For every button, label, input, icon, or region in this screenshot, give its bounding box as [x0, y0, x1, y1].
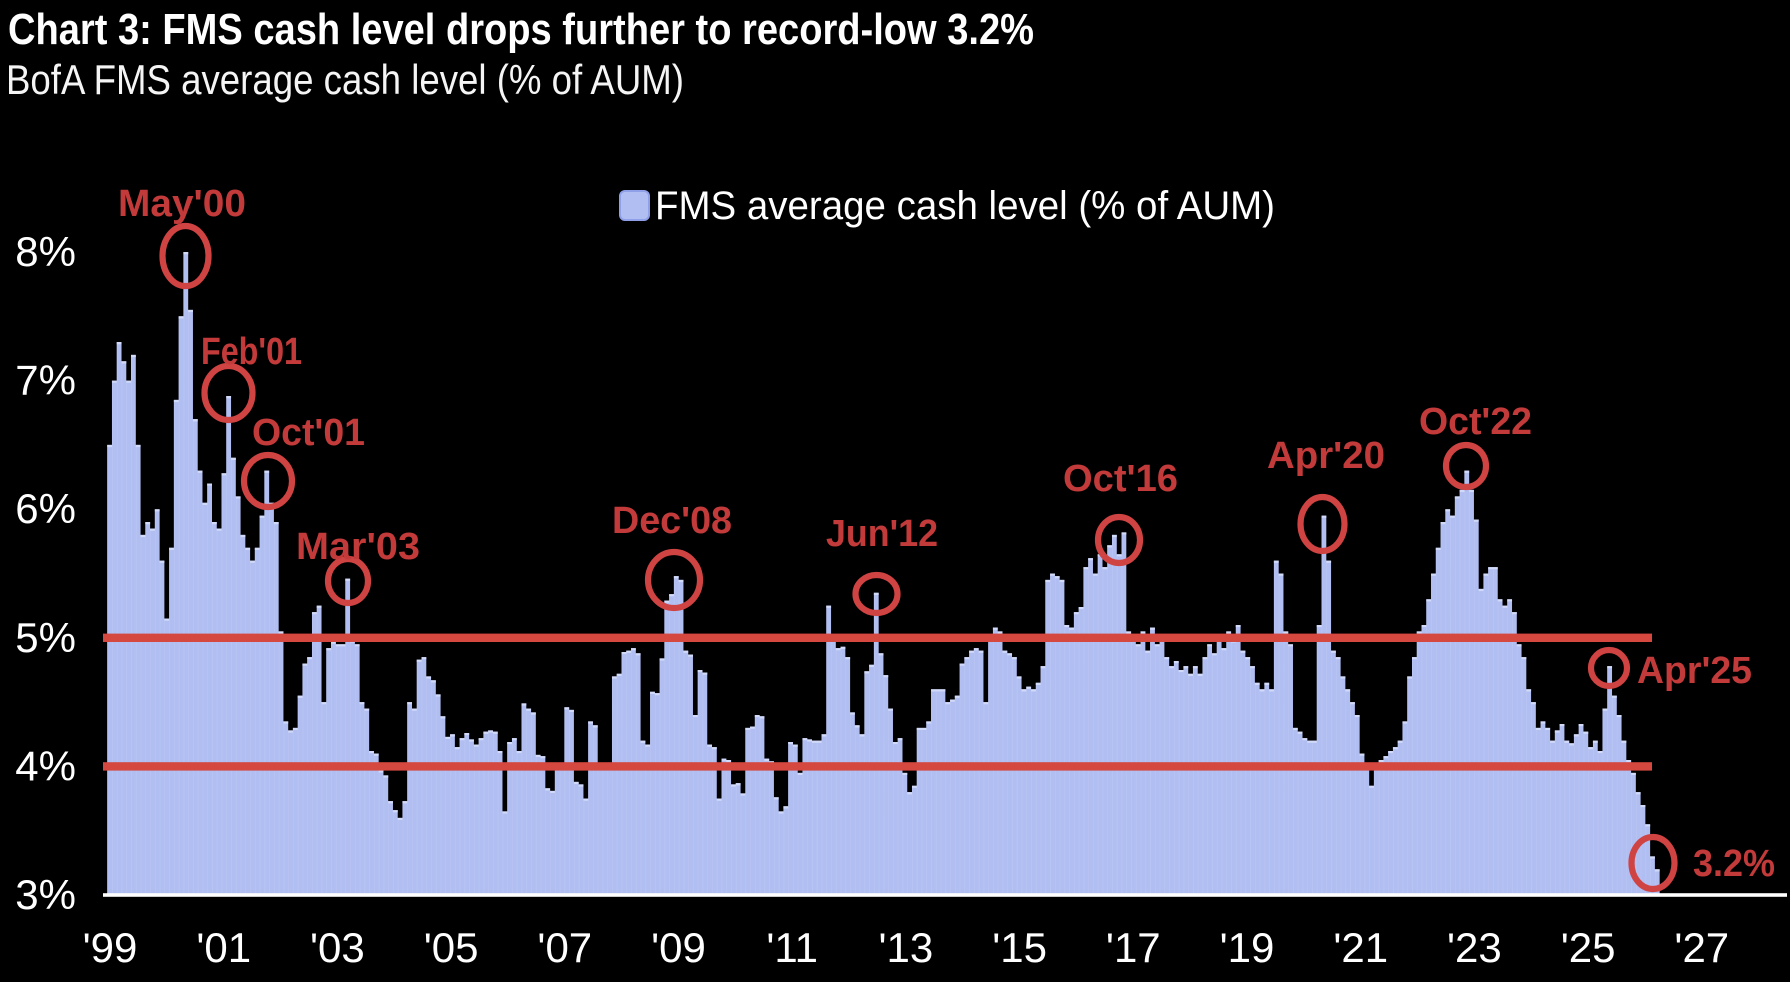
svg-text:Apr'25: Apr'25: [1637, 650, 1752, 692]
svg-text:Feb'01: Feb'01: [201, 331, 302, 373]
svg-text:7%: 7%: [15, 357, 76, 404]
svg-text:Oct'16: Oct'16: [1063, 458, 1178, 500]
svg-text:Oct'01: Oct'01: [252, 412, 365, 454]
svg-text:Chart 3: FMS cash level drops: Chart 3: FMS cash level drops further to…: [8, 5, 1034, 54]
svg-text:'23: '23: [1447, 924, 1502, 971]
svg-text:'25: '25: [1561, 924, 1616, 971]
svg-text:'17: '17: [1106, 924, 1161, 971]
svg-text:Dec'08: Dec'08: [612, 500, 732, 542]
svg-text:'27: '27: [1674, 924, 1729, 971]
svg-text:Mar'03: Mar'03: [296, 526, 420, 568]
svg-text:Oct'22: Oct'22: [1419, 401, 1532, 443]
svg-text:8%: 8%: [15, 228, 76, 275]
svg-text:'99: '99: [83, 924, 138, 971]
svg-text:3.2%: 3.2%: [1693, 843, 1775, 885]
svg-text:FMS average cash level (% of A: FMS average cash level (% of AUM): [655, 184, 1275, 228]
svg-text:'15: '15: [992, 924, 1047, 971]
svg-text:'13: '13: [879, 924, 934, 971]
svg-text:'07: '07: [537, 924, 592, 971]
svg-text:'09: '09: [651, 924, 706, 971]
svg-text:6%: 6%: [15, 485, 76, 532]
svg-text:BofA FMS average cash level (%: BofA FMS average cash level (% of AUM): [6, 56, 684, 103]
svg-text:'03: '03: [310, 924, 365, 971]
svg-text:Jun'12: Jun'12: [826, 513, 938, 555]
svg-text:'19: '19: [1220, 924, 1275, 971]
svg-text:'05: '05: [424, 924, 479, 971]
svg-text:'01: '01: [196, 924, 251, 971]
svg-text:'21: '21: [1333, 924, 1388, 971]
svg-text:Apr'20: Apr'20: [1267, 435, 1385, 477]
svg-text:5%: 5%: [15, 614, 76, 661]
svg-text:May'00: May'00: [118, 183, 246, 225]
svg-text:'11: '11: [766, 924, 818, 971]
svg-text:3%: 3%: [15, 871, 76, 918]
svg-text:4%: 4%: [15, 742, 76, 789]
